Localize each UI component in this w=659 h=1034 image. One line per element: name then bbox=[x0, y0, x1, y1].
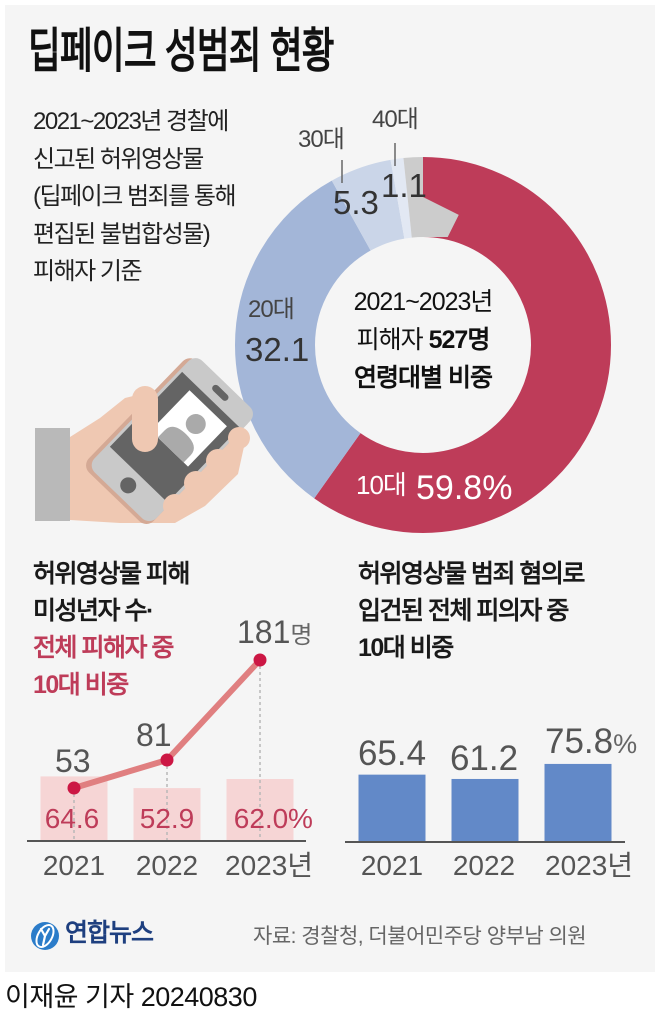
bar-value-2021: 64.6 bbox=[44, 803, 100, 834]
intro-line: 2021~2023년 경찰에 bbox=[33, 108, 229, 135]
value-unit: 명 bbox=[290, 622, 313, 649]
donut-center-caption: 연령대별 비중 bbox=[313, 359, 533, 397]
donut-chart bbox=[235, 157, 611, 533]
donut-center-total: 피해자 527명 bbox=[313, 321, 533, 359]
line-value-2022: 81 bbox=[136, 717, 172, 753]
right-bar-chart bbox=[345, 763, 625, 843]
left-combo-chart bbox=[27, 653, 306, 842]
value-number: 59.8 bbox=[416, 469, 483, 507]
x-tick-2023: 2023년 bbox=[545, 850, 634, 881]
slice-20s bbox=[235, 157, 611, 533]
value-unit: % bbox=[613, 729, 638, 759]
sleeve-shape bbox=[35, 428, 70, 521]
line-value-2023: 181명 bbox=[237, 616, 312, 648]
bar-value-2022: 52.9 bbox=[139, 803, 195, 834]
title-line: 입건된 전체 피의자 중 bbox=[358, 597, 569, 625]
donut-center-period: 2021~2023년 bbox=[353, 288, 494, 316]
slice-label-30s: 30대 bbox=[298, 126, 345, 153]
bar-value-unit: % bbox=[288, 803, 313, 834]
total-count: 527명 bbox=[428, 326, 491, 354]
title-line: 10대 비중 bbox=[358, 634, 454, 662]
intro-text: 2021~2023년 경찰에 신고된 허위영상물 (딥페이크 범죄를 통해 편집… bbox=[33, 103, 237, 291]
bar-value-2022: 61.2 bbox=[449, 739, 519, 778]
donut-center-label: 2021~2023년 피해자 527명 연령대별 비중 bbox=[313, 283, 533, 397]
bar-2023 bbox=[544, 763, 612, 842]
slice-value-40s: 1.1 bbox=[381, 167, 427, 204]
slice-label-10s: 10대 bbox=[356, 470, 407, 500]
slice-label-20s: 20대 bbox=[248, 296, 295, 323]
title-line-accent: 10대 비중 bbox=[33, 671, 129, 699]
thumb-shape bbox=[132, 386, 158, 452]
byline: 이재윤 기자 20240830 bbox=[5, 982, 257, 1012]
page-title: 딥페이크 성범죄 현황 bbox=[28, 25, 334, 78]
x-tick-2022: 2022 bbox=[452, 850, 516, 881]
intro-line: (딥페이크 범죄를 통해 bbox=[33, 183, 237, 210]
slice-other bbox=[235, 157, 611, 533]
total-prefix: 피해자 bbox=[356, 326, 429, 354]
x-tick-2022: 2022 bbox=[135, 850, 199, 881]
line-point-2022 bbox=[160, 753, 174, 767]
bar-value-2023: 62.0 bbox=[233, 803, 289, 834]
bar-value-2023: 75.8% bbox=[545, 724, 637, 759]
source-text: 자료: 경찰청, 더불어민주당 양부남 의원 bbox=[253, 925, 587, 948]
yonhap-logo-icon bbox=[31, 922, 59, 950]
caption-text: 연령대별 비중 bbox=[354, 364, 493, 392]
x-tick-2023: 2023년 bbox=[225, 850, 314, 881]
right-chart-title: 허위영상물 범죄 혐의로 입건된 전체 피의자 중 10대 비중 bbox=[358, 556, 585, 667]
title-line-accent: 전체 피해자 중 bbox=[33, 634, 174, 662]
intro-line: 피해자 기준 bbox=[33, 258, 143, 285]
logo-text: 연합뉴스 bbox=[65, 919, 154, 947]
line-point-2023 bbox=[253, 653, 267, 667]
bar-2021 bbox=[358, 774, 426, 842]
intro-line: 신고된 허위영상물 bbox=[33, 145, 204, 173]
finger-shape bbox=[228, 427, 250, 449]
value-number: 75.8 bbox=[545, 722, 614, 761]
slice-value-30s: 5.3 bbox=[333, 184, 379, 221]
slice-value-10s: 59.8% bbox=[416, 471, 512, 505]
line-point-2021 bbox=[67, 781, 81, 795]
title-line: 허위영상물 피해 bbox=[33, 560, 190, 588]
intro-line: 편집된 불법합성물) bbox=[33, 220, 211, 248]
bar-2022 bbox=[451, 778, 519, 842]
finger-shape bbox=[184, 471, 208, 495]
finger-shape bbox=[163, 494, 187, 518]
x-tick-2021: 2021 bbox=[360, 850, 424, 881]
smartphone-icon bbox=[86, 358, 253, 524]
x-tick-2021: 2021 bbox=[42, 850, 106, 881]
value-unit: % bbox=[482, 469, 513, 507]
line-value-2021: 53 bbox=[55, 743, 91, 779]
finger-shape bbox=[206, 449, 230, 473]
title-line: 허위영상물 범죄 혐의로 bbox=[358, 560, 585, 588]
title-line: 미성년자 수· bbox=[33, 597, 154, 625]
phone-in-hand-icon bbox=[35, 358, 253, 524]
bar-value-2021: 65.4 bbox=[357, 734, 427, 773]
value-number: 181 bbox=[237, 614, 291, 650]
slice-label-40s: 40대 bbox=[372, 106, 419, 133]
left-chart-title: 허위영상물 피해 미성년자 수· 전체 피해자 중 10대 비중 bbox=[33, 556, 190, 704]
slice-value-20s: 32.1 bbox=[245, 331, 310, 368]
